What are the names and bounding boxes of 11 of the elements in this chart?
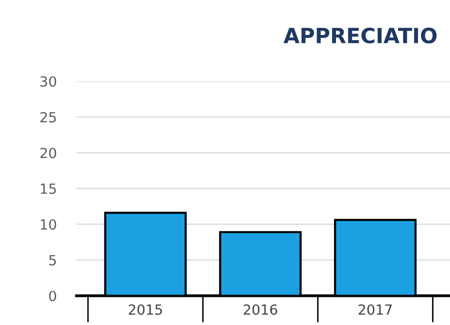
y-tick-label: 15 bbox=[40, 184, 56, 194]
y-tick-label: 0 bbox=[49, 290, 56, 302]
y-tick-label: 30 bbox=[40, 76, 56, 87]
y-tick-label: 10 bbox=[40, 219, 56, 230]
y-tick-label: 25 bbox=[40, 112, 56, 122]
x-tick-label: 2017 bbox=[358, 304, 392, 315]
x-tick-label: 2016 bbox=[244, 304, 278, 315]
x-tick-label: 2015 bbox=[128, 304, 162, 315]
y-tick-label: 20 bbox=[40, 148, 56, 158]
chart-title: APPRECIATIO bbox=[284, 28, 437, 44]
y-tick-label: 5 bbox=[49, 255, 56, 266]
